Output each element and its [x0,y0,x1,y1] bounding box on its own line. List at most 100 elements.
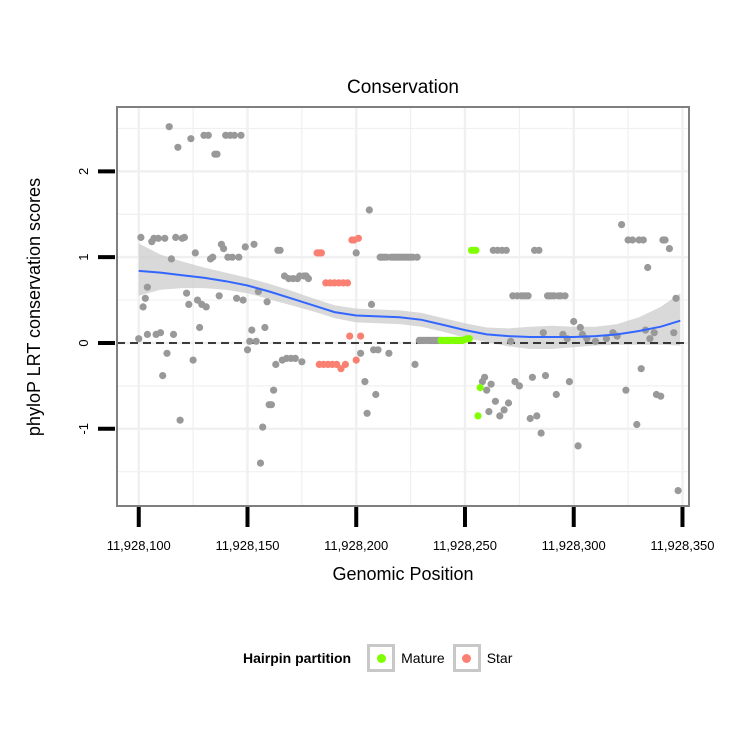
data-point-other [657,392,665,400]
data-point-other [591,337,600,345]
data-point-other [235,253,243,261]
data-point-other [154,234,162,242]
data-point-star [343,279,352,287]
data-point-other [230,131,238,139]
data-point-other [504,399,513,407]
data-point-other [270,386,278,394]
smooth-trend-line [138,269,681,338]
data-point-other [502,246,510,254]
data-point-other [143,283,151,291]
data-point-other [161,234,169,242]
data-point-star [352,356,360,364]
data-point-other [374,346,382,354]
data-point-other [156,329,165,337]
data-point-other [552,390,560,399]
data-point-other [139,303,147,311]
data-points [135,123,682,495]
data-point-other [213,150,221,158]
x-tick-label: 11,928,300 [542,538,606,553]
legend-dot-mature [376,653,386,663]
data-point-other [248,326,256,334]
data-point-other [167,255,175,263]
x-axis-ticks: 11,928,100 11,928,150 11,928,200 11,928,250… [107,507,715,553]
data-point-other [246,337,254,345]
data-point-other [528,373,537,381]
data-point-mature [472,246,480,254]
data-point-other [159,372,167,380]
data-point-other [565,378,574,386]
data-point-other [644,263,652,272]
data-point-other [357,349,365,357]
x-tick-label: 11,928,350 [650,538,714,553]
data-point-other [535,246,543,254]
y-tick-label: 0 [76,339,91,346]
y-tick-label: 1 [76,254,91,261]
data-point-other [263,298,271,306]
y-axis-label: phyloP LRT conservation scores [24,178,44,436]
data-point-other [256,459,265,467]
data-point-other [537,429,545,437]
x-tick-label: 11,928,150 [215,538,279,553]
data-point-other [291,354,299,362]
data-point-other [165,123,173,131]
data-point-other [507,337,515,345]
data-point-star [357,332,365,340]
plot-panel-border [116,106,690,507]
data-point-other [272,360,280,368]
data-point-other [250,240,258,248]
x-tick-label: 11,928,250 [433,538,497,553]
data-point-star [337,365,345,373]
data-point-other [576,323,584,332]
data-point-mature [465,335,473,343]
data-point-other [491,397,499,405]
data-point-other [526,414,534,423]
y-tick-label: -1 [76,423,91,435]
data-point-other [496,412,504,420]
data-point-other [141,294,149,302]
data-point-other [483,386,491,394]
data-point-other [252,337,260,345]
data-point-star [317,249,325,257]
data-point-other [361,378,369,386]
data-point-other [665,245,674,253]
data-point-other [352,249,360,257]
data-point-other [163,349,171,357]
data-point-other [261,323,269,332]
x-tick-label: 11,928,100 [107,538,171,553]
data-point-other [539,329,547,337]
data-point-mature [476,384,484,392]
data-point-other [487,380,495,388]
data-point-other [185,300,193,308]
data-point-other [500,406,508,414]
data-point-other [209,253,217,261]
data-point-other [187,135,195,143]
legend-label-star: Star [486,650,513,666]
data-point-other [650,329,658,337]
data-point-other [511,378,519,386]
data-point-other [204,131,212,139]
data-point-other [385,349,393,357]
data-point-other [674,487,682,495]
data-point-other [367,300,376,308]
data-point-other [189,356,197,364]
data-point-other [622,386,630,394]
data-point-other [628,236,637,244]
data-point-other [276,246,284,254]
data-point-other [639,236,647,244]
legend-title: Hairpin partition [243,650,352,666]
data-point-mature [474,412,482,420]
legend: Hairpin partition Mature Star [243,640,520,676]
data-point-other [237,131,245,139]
data-point-other [267,401,275,409]
legend-key-star [452,644,481,672]
data-point-other [174,143,182,151]
data-point-other [411,360,419,368]
data-point-star [346,332,354,340]
smooth-confidence-band [138,243,681,349]
legend-dot-star [462,653,472,663]
data-point-other [637,365,645,373]
data-point-other [670,329,678,337]
data-point-other [574,442,582,450]
data-point-other [485,408,493,416]
data-point-other [228,253,236,261]
